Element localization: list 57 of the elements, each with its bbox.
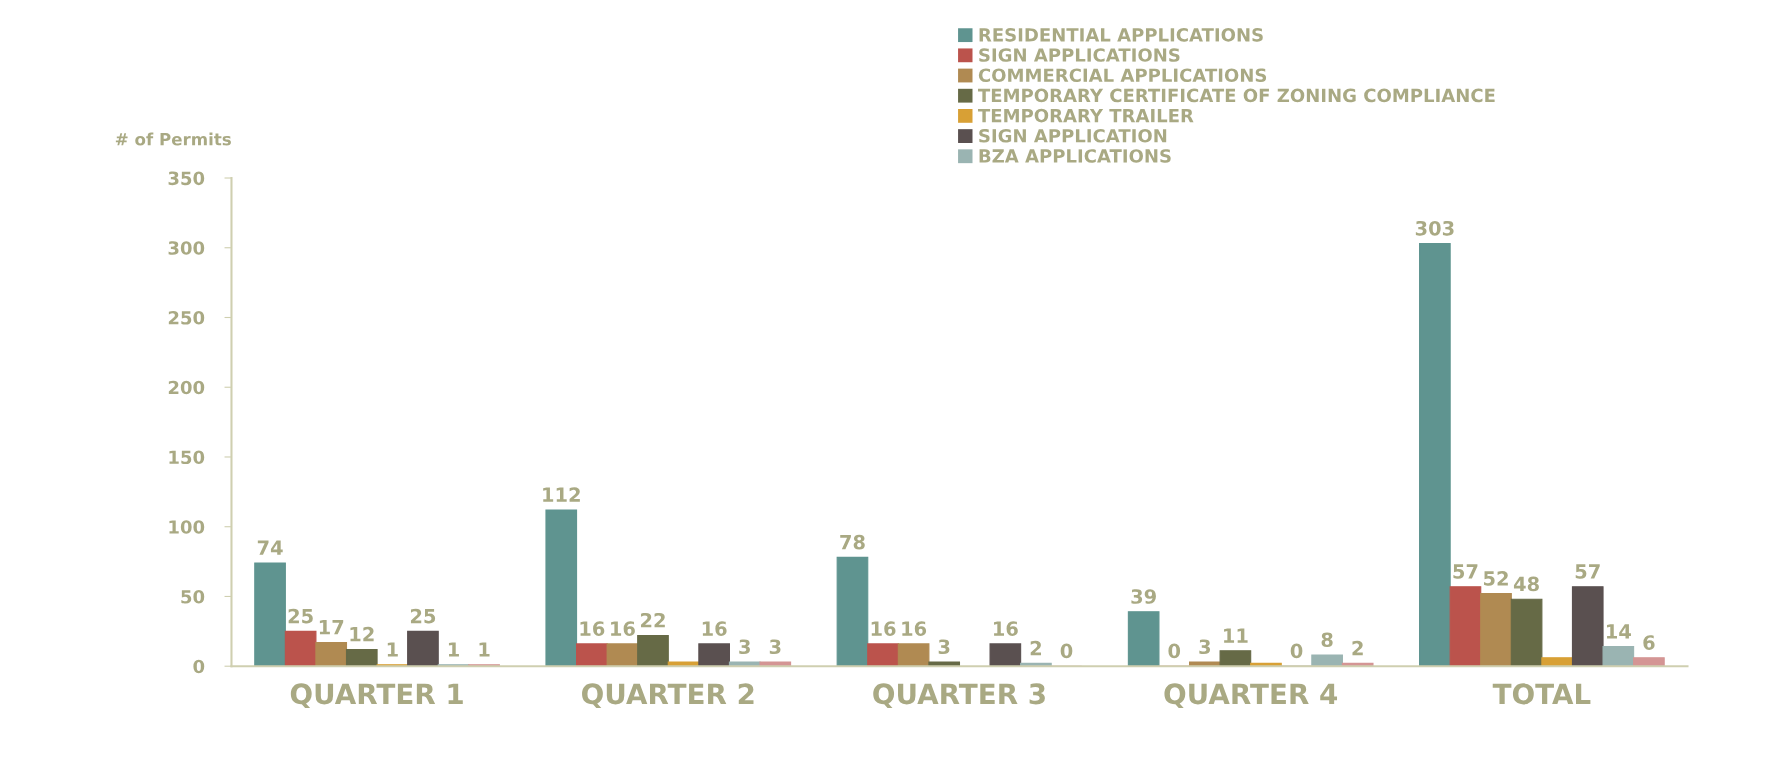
- x-tick-label: QUARTER 4: [1164, 683, 1338, 709]
- data-label: 16: [702, 621, 727, 636]
- data-label: 22: [641, 612, 665, 628]
- x-tick-label: QUARTER 1: [290, 683, 463, 709]
- data-label: 3: [769, 639, 781, 655]
- y-tick-label: 300: [168, 241, 205, 255]
- legend-label: SIGN APPLICATION: [979, 128, 1167, 143]
- data-label: 3: [1199, 639, 1211, 655]
- y-tick-label: 200: [168, 380, 205, 395]
- x-tick-label: QUARTER 3: [873, 683, 1045, 709]
- data-label: 74: [257, 540, 283, 555]
- data-label: 0: [1290, 643, 1303, 659]
- legend-label: TEMPORARY TRAILER: [978, 108, 1194, 123]
- legend-label: BZA APPLICATIONS: [979, 149, 1171, 163]
- legend-label: COMMERCIAL APPLICATIONS: [978, 68, 1267, 83]
- data-label: 12: [350, 626, 374, 642]
- data-label: 16: [580, 621, 605, 636]
- data-label: 2: [1030, 640, 1041, 656]
- data-label: 57: [1575, 564, 1600, 579]
- data-label: 1: [448, 642, 459, 657]
- data-label: 16: [994, 621, 1018, 636]
- data-label: 16: [611, 621, 635, 636]
- y-tick-label: 350: [168, 171, 205, 186]
- data-label: 48: [1513, 576, 1539, 592]
- data-label: 25: [288, 608, 313, 624]
- data-label: 3: [739, 639, 750, 655]
- data-label: 16: [871, 621, 896, 636]
- data-label: 8: [1321, 632, 1333, 648]
- data-label: 14: [1606, 624, 1631, 639]
- data-label: 52: [1483, 571, 1508, 586]
- data-label: 2: [1352, 640, 1363, 656]
- y-tick-label: 50: [181, 589, 205, 604]
- data-label: 11: [1224, 628, 1248, 643]
- x-tick-label: QUARTER 2: [582, 683, 754, 709]
- data-label: 3: [938, 639, 950, 655]
- data-label: 16: [902, 621, 927, 636]
- data-label: 6: [1643, 635, 1655, 650]
- data-label: 78: [840, 534, 865, 550]
- data-label: 39: [1131, 589, 1156, 604]
- y-tick-label: 250: [168, 310, 205, 325]
- data-label: 17: [319, 620, 344, 635]
- y-tick-label: 100: [169, 520, 205, 534]
- legend-label: SIGN APPLICATIONS: [979, 48, 1180, 62]
- data-label: 303: [1415, 220, 1454, 236]
- y-tick-label: 0: [193, 659, 205, 674]
- legend-label: RESIDENTIAL APPLICATIONS: [979, 28, 1263, 42]
- data-label: 0: [1060, 643, 1073, 659]
- data-label: 1: [387, 642, 398, 657]
- y-tick-label: 150: [169, 450, 205, 465]
- data-label: 112: [543, 487, 580, 502]
- data-label: 57: [1453, 564, 1478, 579]
- y-axis-title: # of Permits: [115, 132, 231, 146]
- data-label: 25: [410, 608, 436, 624]
- data-label: 0: [1168, 643, 1181, 659]
- data-label: 1: [479, 642, 490, 657]
- legend-label: TEMPORARY CERTIFICATE OF ZONING COMPLIANCE: [978, 88, 1495, 103]
- x-tick-label: TOTAL: [1492, 683, 1591, 705]
